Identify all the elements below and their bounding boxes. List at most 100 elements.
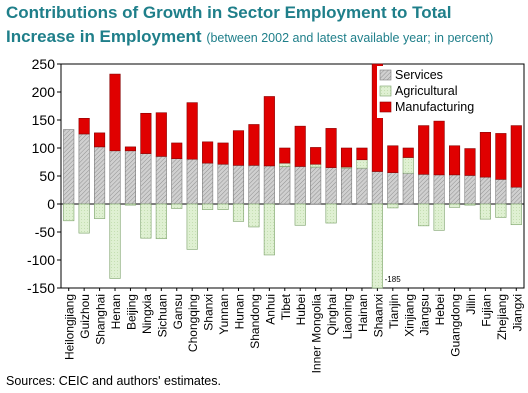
bar-manufacturing-beijing [124,146,136,152]
bar-agricultural-inner-mongolia [310,163,322,168]
bar-manufacturing-hubei [294,125,306,167]
bar-manufacturing-henan [109,73,121,152]
bar-agricultural-shandong [248,203,260,228]
bar-services-zhejiang [495,179,507,205]
bar-agricultural-sichuan [155,203,167,240]
y-tick-label: 50 [39,168,55,184]
x-tick-label: Hunan [232,294,246,329]
bar-services-shaanxi [371,171,383,205]
chart-title-main: Increase in Employment [6,27,202,46]
x-tick-label: Shanxi [202,294,216,331]
bar-services-heilongjiang [63,129,75,205]
bar-manufacturing-hunan [232,130,245,166]
bar-agricultural-beijing [124,203,136,206]
bar-agricultural-shanghai [94,203,106,219]
legend-label-manufacturing: Manufacturing [395,100,474,114]
bar-services-jiangsu [418,174,430,205]
bar-manufacturing-tianjin [387,145,399,173]
legend-swatch-manufacturing [379,101,392,113]
x-tick-label: Shaanxi [371,294,385,337]
bar-agricultural-heilongjiang [63,203,75,222]
x-tick-label: Hainan [356,294,370,332]
x-tick-label: Fujian [479,294,493,327]
bar-services-hebei [433,174,445,205]
x-tick-label: Zhejiang [495,294,509,340]
chart-title-line1: Contributions of Growth in Sector Employ… [6,3,452,22]
bar-services-gansu [171,158,183,205]
bar-manufacturing-hebei [433,120,445,176]
bar-manufacturing-yunnan [217,142,229,165]
bar-manufacturing-gansu [171,142,183,159]
bar-agricultural-gansu [171,203,183,209]
legend-swatch-services [379,69,392,81]
bar-manufacturing-shanghai [94,132,106,148]
x-tick-label: Tibet [279,293,293,320]
bar-agricultural-tianjin [387,203,399,209]
y-tick-label: 200 [32,84,56,100]
legend-label-agricultural: Agricultural [395,84,458,98]
x-tick-label: Hubei [294,294,308,325]
bar-agricultural-anhui [263,203,275,256]
bar-manufacturing-chongqing [186,102,198,160]
x-tick-label: Qinghai [325,294,339,335]
legend-label-services: Services [395,68,443,82]
x-tick-label: Henan [109,294,123,329]
bar-services-liaoning [340,167,353,205]
x-tick-label: Jilin [464,294,478,315]
bar-agricultural-zhejiang [495,203,507,218]
x-tick-label: Guangdong [449,294,463,357]
x-tick-label: Gansu [171,294,185,329]
bar-agricultural-jiangsu [418,203,430,227]
x-tick-label: Jiangsu [418,294,432,335]
x-tick-label: Chongqing [186,294,200,352]
bar-agricultural-yunnan [217,203,229,210]
x-tick-label: Beijing [124,294,138,330]
bar-services-tianjin [387,172,399,205]
bar-manufacturing-zhejiang [495,133,507,180]
bar-manufacturing-xinjiang [402,147,414,158]
x-tick-label: Guizhou [78,294,92,339]
chart-title-line2: Increase in Employment (between 2002 and… [6,27,493,47]
y-tick-label: 0 [47,196,55,212]
x-tick-label: Shanghai [94,294,108,345]
bar-services-tibet [279,166,291,205]
bar-agricultural-jilin [464,203,476,206]
bar-agricultural-jiangxi [510,203,522,226]
bar-manufacturing-jilin [464,148,476,176]
bar-services-chongqing [186,158,198,205]
bar-manufacturing-shandong [248,124,260,166]
x-tick-label: Shandong [248,294,262,349]
x-tick-label: Hebei [433,294,447,325]
bar-services-shanxi [202,162,214,205]
y-tick-label: -100 [27,252,55,268]
bar-agricultural-xinjiang [402,157,414,174]
bar-agricultural-shanxi [202,203,214,210]
bar-manufacturing-tibet [279,147,291,164]
bar-agricultural-henan [109,203,121,279]
bars [63,63,522,289]
y-tick-label: -50 [35,224,55,240]
bar-manufacturing-shanxi [202,141,214,164]
bar-services-hunan [232,165,245,205]
bar-agricultural-ningxia [140,203,152,239]
bar-agricultural-hunan [232,203,245,222]
x-tick-label: Anhui [263,294,277,325]
x-tick-label: Ningxia [140,294,154,334]
bar-services-hubei [294,166,306,205]
bar-services-guangdong [449,174,461,205]
bar-services-qinghai [325,167,337,205]
bar-agricultural-chongqing [186,203,198,250]
bar-manufacturing-inner-mongolia [310,147,322,165]
bar-agricultural-fujian [479,203,491,220]
y-tick-label: 150 [32,112,56,128]
bar-manufacturing-sichuan [155,112,167,157]
bar-manufacturing-fujian [479,132,491,178]
y-tick-label: 250 [32,56,56,72]
bar-services-shanghai [94,146,106,205]
bar-agricultural-shaanxi [371,203,383,289]
bar-manufacturing-guangdong [449,145,461,176]
chart-subtitle: (between 2002 and latest available year;… [206,31,494,45]
bar-services-xinjiang [402,172,414,205]
x-tick-label: Sichuan [155,294,169,337]
